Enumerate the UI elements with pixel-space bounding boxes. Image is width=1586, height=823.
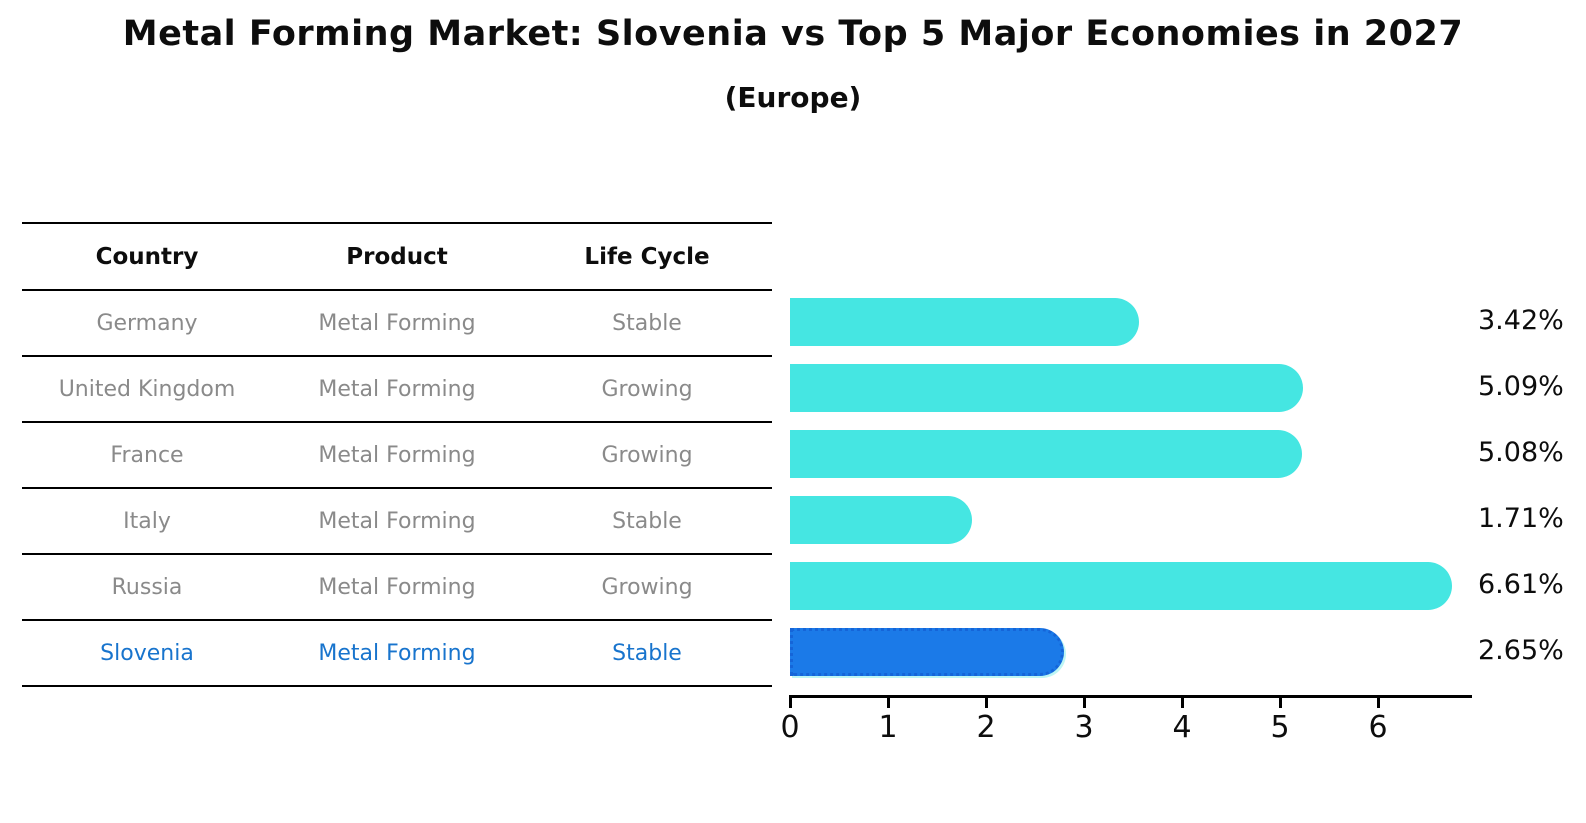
cell-country-germany: Germany [96,310,198,336]
x-axis-line [789,695,1472,698]
column-header-product: Product [346,243,448,270]
x-tick-label-6: 6 [1368,710,1388,745]
cell-country-russia: Russia [111,574,183,600]
value-label-russia: 6.61% [1478,569,1564,600]
table-row-slovenia: Slovenia Metal Forming Stable [22,621,772,687]
cell-lifecycle-united-kingdom: Growing [601,376,693,402]
table-row-russia: Russia Metal Forming Growing [22,555,772,621]
cell-product-slovenia: Metal Forming [318,640,476,666]
x-tick-label-4: 4 [1172,710,1192,745]
value-label-slovenia: 2.65% [1478,635,1564,666]
value-label-united-kingdom: 5.09% [1478,371,1564,402]
x-tick-label-2: 2 [976,710,996,745]
table-row-united-kingdom: United Kingdom Metal Forming Growing [22,357,772,423]
table-header-row: Country Product Life Cycle [22,224,772,291]
cell-lifecycle-russia: Growing [601,574,693,600]
cell-lifecycle-italy: Stable [612,508,682,534]
x-tick-label-5: 5 [1270,710,1290,745]
bar-russia [790,562,1452,610]
country-table: Country Product Life Cycle Germany Metal For… [22,222,772,687]
x-tick-2 [984,695,988,708]
x-tick-0 [788,695,792,708]
chart-title: Metal Forming Market: Slovenia vs Top 5 … [122,14,1464,54]
cell-product-france: Metal Forming [318,442,476,468]
cell-lifecycle-germany: Stable [612,310,682,336]
bar-italy [790,496,972,544]
cell-lifecycle-slovenia: Stable [612,640,682,666]
table-row-france: France Metal Forming Growing [22,423,772,489]
column-header-country: Country [95,243,199,270]
table-row-italy: Italy Metal Forming Stable [22,489,772,555]
cell-product-united-kingdom: Metal Forming [318,376,476,402]
cell-lifecycle-france: Growing [601,442,693,468]
value-label-italy: 1.71% [1478,503,1564,534]
cell-country-united-kingdom: United Kingdom [58,376,236,402]
x-tick-3 [1082,695,1086,708]
cell-product-italy: Metal Forming [318,508,476,534]
cell-country-italy: Italy [123,508,171,534]
x-tick-5 [1278,695,1282,708]
cell-country-slovenia: Slovenia [100,640,194,666]
chart-subtitle: (Europe) [724,81,862,114]
x-tick-label-0: 0 [780,710,800,745]
bar-united-kingdom [790,364,1303,412]
value-label-france: 5.08% [1478,437,1564,468]
table-row-germany: Germany Metal Forming Stable [22,291,772,357]
bar-germany [790,298,1140,346]
cell-product-germany: Metal Forming [318,310,476,336]
bar-france [790,430,1302,478]
bar-slovenia [790,628,1064,676]
cell-product-russia: Metal Forming [318,574,476,600]
cell-country-france: France [110,442,184,468]
x-tick-6 [1376,695,1380,708]
column-header-life-cycle: Life Cycle [584,243,710,270]
x-tick-4 [1180,695,1184,708]
value-label-germany: 3.42% [1478,305,1564,336]
x-tick-1 [886,695,890,708]
x-tick-label-1: 1 [878,710,898,745]
x-tick-label-3: 3 [1074,710,1094,745]
